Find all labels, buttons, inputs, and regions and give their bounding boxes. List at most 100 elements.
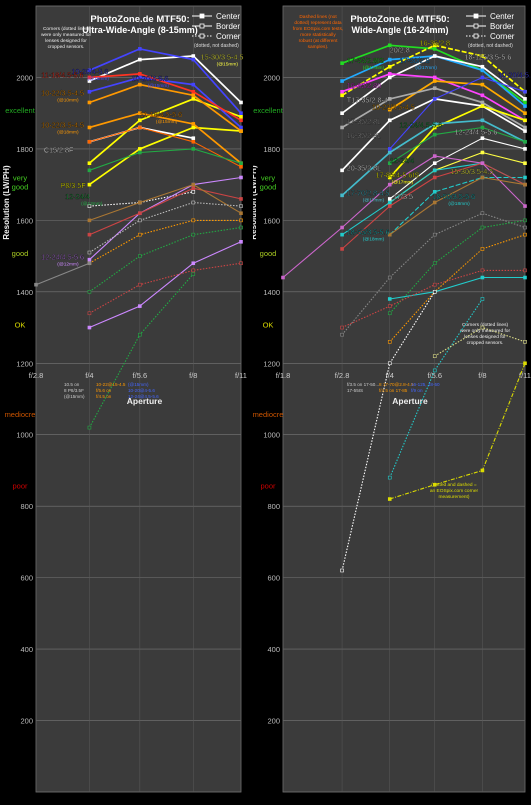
footnote: f/5.6 on (96, 388, 112, 393)
data-point (87, 161, 92, 165)
lens-label: 12-24/4.5-5.6 (455, 128, 498, 137)
quality-band-label: very (13, 174, 27, 183)
lens-sublabel: (@18mm) (363, 237, 385, 243)
data-point (87, 325, 92, 330)
lens-label: 17-85/4-5.6IS (376, 170, 420, 179)
data-point (138, 57, 142, 62)
data-point (191, 218, 196, 223)
lens-label: 16-35/2.8II (347, 81, 381, 90)
data-point (480, 175, 485, 180)
data-point (340, 93, 344, 98)
series-line (389, 137, 526, 200)
lens-sublabel: (@10mm) (57, 97, 79, 103)
lens-label: C15/2.8F (44, 145, 74, 154)
footnote: 16-125, 18-50 (411, 382, 440, 387)
eospix-corner-note: an EOSpix.com corner (430, 488, 479, 494)
series-line (434, 326, 526, 357)
data-point (138, 82, 142, 87)
data-point (191, 261, 196, 266)
corner-note: lenses designed for (45, 38, 87, 44)
y-tick-label: 1600 (263, 216, 280, 225)
series-line (89, 73, 242, 122)
data-point (480, 68, 485, 73)
data-point (87, 68, 92, 73)
data-point (523, 97, 527, 101)
quality-band-label: good (12, 183, 29, 192)
data-point (87, 290, 92, 294)
lens-sublabel: (@17mm) (392, 179, 414, 185)
y-tick-label: 1000 (263, 431, 280, 440)
y-axis-title: Resolution (LW/PH) (249, 165, 258, 240)
data-point (239, 211, 243, 216)
data-point (239, 218, 243, 223)
data-point (523, 340, 527, 344)
corner-note: Corners (dotted lines) (462, 322, 509, 328)
data-point (432, 79, 437, 83)
footnote: 8 P8/3.5F (64, 388, 84, 393)
data-point (480, 211, 485, 216)
y-tick-label: 200 (20, 717, 33, 726)
series-line (389, 276, 525, 300)
data-point (87, 311, 92, 316)
series-line (89, 241, 242, 329)
data-point (432, 354, 437, 358)
y-tick-label: 2000 (16, 73, 33, 82)
data-point (523, 225, 527, 230)
data-point (432, 261, 437, 266)
data-point (432, 232, 437, 237)
data-point (138, 218, 142, 223)
data-point (480, 125, 485, 130)
y-tick-label: 1800 (263, 145, 280, 154)
data-point (191, 54, 196, 58)
data-point (87, 79, 92, 83)
x-axis-title: Aperture (392, 396, 428, 406)
data-point (138, 332, 142, 337)
data-point (138, 47, 142, 51)
y-tick-label: 1400 (16, 288, 33, 297)
series-line (389, 219, 526, 314)
x-tick-label: f/2.8 (335, 371, 350, 380)
data-point (239, 161, 243, 165)
data-point (387, 150, 392, 155)
data-point (387, 118, 392, 123)
chart-title: PhotoZone.de MTF50: (350, 14, 449, 25)
data-point (523, 182, 527, 187)
data-point (480, 54, 485, 58)
lens-label: 12-24/4 (390, 156, 414, 165)
footnote: 12-24@4.5-5.6 (128, 394, 159, 399)
data-point (340, 111, 344, 115)
data-point (340, 168, 344, 173)
data-point (432, 290, 437, 294)
data-point (387, 107, 392, 112)
data-point (523, 361, 527, 366)
data-point (340, 79, 344, 83)
lens-label: 12-24/4.5-5.6 (41, 253, 84, 262)
data-point (340, 568, 344, 573)
data-point (432, 189, 437, 194)
data-point (191, 122, 196, 126)
lens-label: P8/3.5F (61, 181, 87, 190)
data-point (480, 268, 485, 273)
data-point (138, 232, 142, 237)
data-point (523, 147, 527, 151)
series-line (389, 105, 526, 179)
legend-label: Center (216, 12, 240, 21)
data-point (432, 97, 437, 101)
footnote: f/4.5 on 17-85 (379, 388, 408, 393)
lens-label: 16-35/2.8 (420, 38, 450, 47)
lens-sublabel: (@18mm) (448, 201, 470, 207)
legend-marker (473, 33, 479, 39)
lens-label: T17-35/2.8-4 (347, 95, 388, 104)
data-point (138, 200, 142, 205)
data-point (387, 200, 392, 205)
data-point (480, 161, 485, 165)
x-tick-label: f/11 (519, 371, 531, 380)
x-tick-label: f/2.8 (29, 371, 44, 380)
data-point (191, 268, 196, 273)
series-line (389, 76, 526, 150)
data-point (432, 125, 437, 130)
data-point (523, 218, 527, 223)
data-point (432, 43, 437, 48)
data-point (340, 125, 344, 130)
lens-label: 18-55/3.5-5.6 (347, 228, 390, 237)
